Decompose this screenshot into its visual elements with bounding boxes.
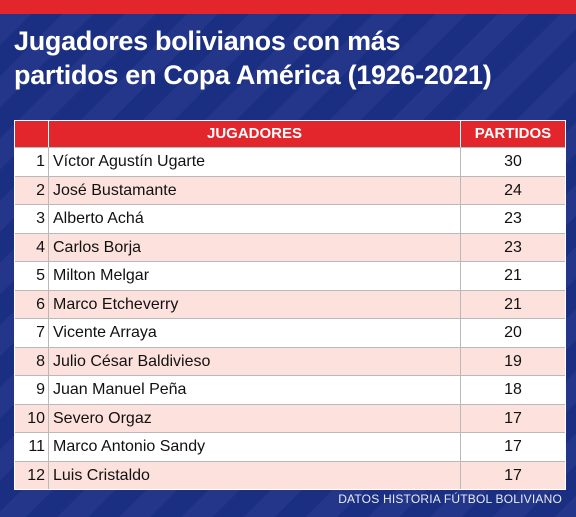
source-credit: DATOS HISTORIA FÚTBOL BOLIVIANO: [338, 492, 562, 506]
row-matches: 17: [504, 409, 522, 427]
row-rank: 4: [15, 233, 49, 261]
row-rank: 8: [15, 347, 49, 375]
row-player-name: Severo Orgaz: [49, 404, 461, 432]
row-player-name: Carlos Borja: [49, 233, 461, 261]
row-matches: 19: [504, 352, 522, 370]
row-player-name: Julio César Baldivieso: [49, 347, 461, 375]
row-player-name: Milton Melgar: [49, 262, 461, 290]
row-player-name: Vicente Arraya: [49, 319, 461, 347]
row-matches: 21: [504, 267, 522, 284]
table-row: 12 Luis Cristaldo 17: [15, 460, 565, 489]
row-player-name: Marco Antonio Sandy: [49, 433, 461, 461]
row-matches: 17: [504, 466, 522, 484]
row-rank: 12: [15, 461, 49, 489]
row-matches: 18: [504, 381, 522, 398]
table-row: 10 Severo Orgaz 17: [15, 403, 565, 432]
table-row: 9 Juan Manuel Peña 18: [15, 375, 565, 404]
row-matches: 17: [504, 438, 522, 455]
row-matches: 30: [504, 153, 522, 170]
row-player-name: Víctor Agustín Ugarte: [49, 148, 461, 176]
row-rank: 11: [15, 433, 49, 461]
row-rank: 6: [15, 290, 49, 318]
row-player-name: Marco Etcheverry: [49, 290, 461, 318]
table-row: 3 Alberto Achá 23: [15, 204, 565, 233]
row-matches: 21: [504, 295, 522, 313]
table-row: 8 Julio César Baldivieso 19: [15, 346, 565, 375]
table-row: 7 Vicente Arraya 20: [15, 318, 565, 347]
row-rank: 9: [15, 376, 49, 404]
row-rank: 3: [15, 205, 49, 233]
row-matches: 23: [504, 238, 522, 256]
table-row: 1 Víctor Agustín Ugarte 30: [15, 147, 565, 176]
page-title: Jugadores bolivianos con más partidos en…: [14, 24, 564, 92]
row-rank: 1: [15, 148, 49, 176]
row-player-name: José Bustamante: [49, 176, 461, 204]
row-rank: 10: [15, 404, 49, 432]
row-matches: 24: [504, 181, 522, 199]
table-body: 1 Víctor Agustín Ugarte 30 2 José Bustamante…: [15, 147, 565, 489]
table-row: 5 Milton Melgar 21: [15, 261, 565, 290]
row-matches: 23: [504, 210, 522, 227]
table-row: 4 Carlos Borja 23: [15, 232, 565, 261]
row-rank: 2: [15, 176, 49, 204]
players-table: JUGADORES PARTIDOS 1 Víctor Agustín Ugart…: [14, 120, 566, 490]
table-row: 6 Marco Etcheverry 21: [15, 289, 565, 318]
table-header-row: JUGADORES PARTIDOS: [15, 121, 565, 147]
header-players: JUGADORES: [49, 121, 461, 147]
row-matches: 20: [504, 324, 522, 341]
top-accent-bar: [0, 0, 576, 14]
header-rank: [15, 121, 49, 147]
row-rank: 5: [15, 262, 49, 290]
header-matches: PARTIDOS: [461, 121, 565, 147]
row-player-name: Juan Manuel Peña: [49, 376, 461, 404]
row-player-name: Luis Cristaldo: [49, 461, 461, 489]
row-rank: 7: [15, 319, 49, 347]
table-row: 2 José Bustamante 24: [15, 175, 565, 204]
row-player-name: Alberto Achá: [49, 205, 461, 233]
title-line-1: Jugadores bolivianos con más: [14, 26, 401, 56]
table-row: 11 Marco Antonio Sandy 17: [15, 432, 565, 461]
title-line-2: partidos en Copa América (1926-2021): [14, 60, 492, 90]
